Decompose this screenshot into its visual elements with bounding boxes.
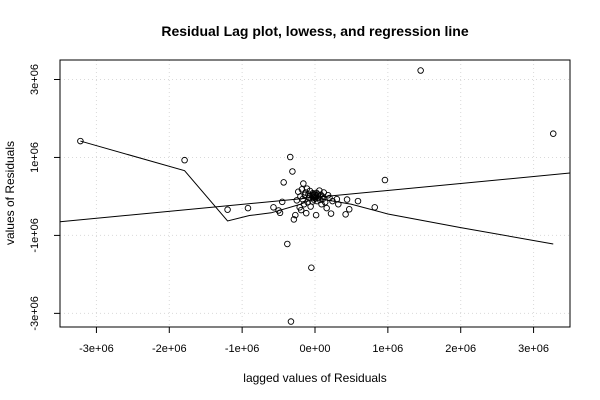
residual-point [335,200,342,208]
x-tick-label: 2e+06 [445,343,476,355]
y-axis-label: values of Residuals [3,141,17,245]
residual-point [312,211,320,219]
y-tick-label: 1e+06 [29,142,41,173]
x-tick-label: -1e+06 [225,343,260,355]
residual-point [300,180,307,187]
residual-point [280,179,287,186]
residual-point [303,209,310,217]
residual-point [343,196,351,203]
residual-point [292,211,299,219]
grid-lines [60,60,570,327]
residual-point [284,240,291,248]
residual-point [319,195,327,203]
residual-point [342,211,349,218]
y-tick-label: 3e+06 [29,64,41,95]
chart-title: Residual Lag plot, lowess, and regressio… [161,23,469,39]
residual-point [304,199,311,206]
residual-point [286,153,294,161]
residual-point [276,209,284,217]
x-tick-label: -2e+06 [152,343,187,355]
residual-point [244,204,252,212]
residual-point [381,176,389,184]
residual-point [313,197,321,205]
residual-point [371,204,378,211]
y-tick-label: -3e+06 [29,296,41,331]
residual-point [289,168,296,175]
x-tick-label: 3e+06 [518,343,549,355]
regression-line [60,172,570,223]
residual-point [181,156,188,164]
y-tick-label: -1e+06 [29,218,41,253]
residual-point [224,206,231,213]
residual-point [327,210,335,217]
scatter-points [77,67,557,325]
residual-point [354,197,362,205]
x-axis-label: lagged values of Residuals [243,371,386,385]
residual-point [345,206,353,213]
x-tick-label: 0e+00 [300,343,331,355]
residual-point [323,204,330,212]
residual-point [278,198,286,206]
residual-point [270,204,277,211]
residual-point [417,67,424,74]
residual-point [308,264,315,272]
x-tick-label: 1e+06 [372,343,403,355]
y-axis: -3e+06 -1e+06 1e+06 3e+06 [29,64,60,331]
residual-point [300,200,308,208]
residual-point [321,199,329,206]
residual-point [77,137,84,145]
residual-point [297,206,305,214]
x-axis: -3e+06 -2e+06 -1e+06 0e+00 1e+06 2e+06 3e+06 [79,327,549,355]
residual-point [290,216,298,223]
residual-point [549,130,557,137]
residual-point [287,318,295,325]
residual-point [316,196,324,204]
x-tick-label: -3e+06 [79,343,114,355]
